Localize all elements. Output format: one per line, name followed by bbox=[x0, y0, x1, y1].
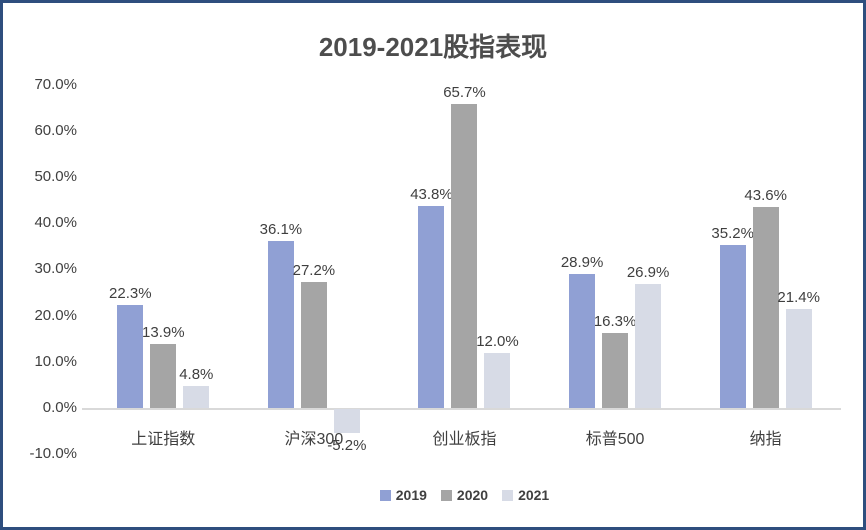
data-label: 28.9% bbox=[560, 254, 604, 272]
bar-2020 bbox=[150, 343, 177, 408]
bar-2021 bbox=[183, 385, 210, 408]
legend-item: 2021 bbox=[502, 487, 549, 503]
bar-group: 22.3% 13.9% 4.8% 上证指数 bbox=[88, 63, 239, 473]
bar-group: 35.2% 43.6% 21.4% 纳指 bbox=[690, 63, 841, 473]
bar-group: 43.8% 65.7% 12.0% 创业板指 bbox=[389, 63, 540, 473]
bar-2021 bbox=[785, 309, 812, 408]
data-label: 12.0% bbox=[476, 332, 519, 350]
bar-2019 bbox=[569, 274, 596, 408]
y-tick-label: 0.0% bbox=[42, 399, 77, 416]
y-tick-label: 60.0% bbox=[34, 121, 77, 139]
data-label: 4.8% bbox=[179, 365, 214, 383]
bar-2020 bbox=[752, 206, 779, 408]
bar-2019 bbox=[267, 241, 294, 408]
category-label: 上证指数 bbox=[131, 431, 196, 448]
legend-item: 2020 bbox=[440, 487, 489, 503]
data-label: 22.3% bbox=[109, 284, 152, 302]
legend: 2019 2020 2021 bbox=[88, 487, 841, 503]
y-tick-label: 20.0% bbox=[34, 306, 77, 324]
chart-title: 2019-2021股指表现 bbox=[318, 32, 548, 62]
category-label: 沪深300 bbox=[284, 431, 344, 448]
legend-label: 2021 bbox=[518, 487, 550, 503]
legend-swatch-icon bbox=[379, 489, 391, 501]
bar-group: 28.9% 16.3% 26.9% 标普500 bbox=[540, 63, 691, 473]
y-tick-label: 70.0% bbox=[34, 75, 77, 93]
data-label: 43.6% bbox=[744, 186, 787, 204]
data-label: 27.2% bbox=[292, 262, 336, 280]
data-label: 13.9% bbox=[142, 323, 185, 341]
y-tick-label: -10.0% bbox=[29, 445, 77, 463]
y-tick-label: 10.0% bbox=[34, 352, 77, 370]
data-label: 35.2% bbox=[711, 225, 754, 243]
data-label: 43.8% bbox=[410, 185, 453, 203]
data-label: 16.3% bbox=[593, 312, 637, 330]
category-label: 纳指 bbox=[749, 431, 782, 448]
data-label: -5.2% bbox=[327, 437, 367, 455]
bar-2021 bbox=[333, 409, 360, 434]
y-tick-label: 30.0% bbox=[34, 260, 77, 278]
bar-2021 bbox=[635, 283, 662, 408]
plot-area: 22.3% 13.9% 4.8% 上证指数 36.1% 27.2% -5.2% 沪深300 43… bbox=[82, 63, 841, 473]
data-label: 21.4% bbox=[777, 289, 820, 307]
legend-label: 2019 bbox=[395, 487, 427, 503]
data-label: 36.1% bbox=[259, 221, 303, 239]
bar-2021 bbox=[484, 352, 511, 408]
y-tick-label: 40.0% bbox=[34, 214, 77, 232]
data-label: 26.9% bbox=[626, 263, 670, 281]
legend-label: 2020 bbox=[456, 487, 489, 503]
bar-2020 bbox=[602, 332, 629, 408]
category-label: 标普500 bbox=[585, 431, 645, 448]
x-axis-line bbox=[82, 408, 841, 410]
bar-2019 bbox=[117, 304, 144, 408]
y-tick-label: 50.0% bbox=[34, 168, 77, 185]
data-label: 65.7% bbox=[443, 84, 486, 102]
bar-2019 bbox=[418, 205, 445, 408]
y-axis: 70.0% 60.0% 50.0% 40.0% 30.0% 20.0% 10.0% 0.0% -… bbox=[3, 3, 81, 527]
bar-group: 36.1% 27.2% -5.2% 沪深300 bbox=[239, 63, 390, 473]
bar-2020 bbox=[451, 104, 478, 408]
legend-item: 2019 bbox=[379, 487, 427, 503]
legend-swatch-icon bbox=[502, 489, 514, 501]
category-label: 创业板指 bbox=[432, 431, 497, 448]
bar-2019 bbox=[719, 245, 746, 408]
bar-2020 bbox=[300, 282, 327, 408]
legend-swatch-icon bbox=[440, 489, 452, 501]
